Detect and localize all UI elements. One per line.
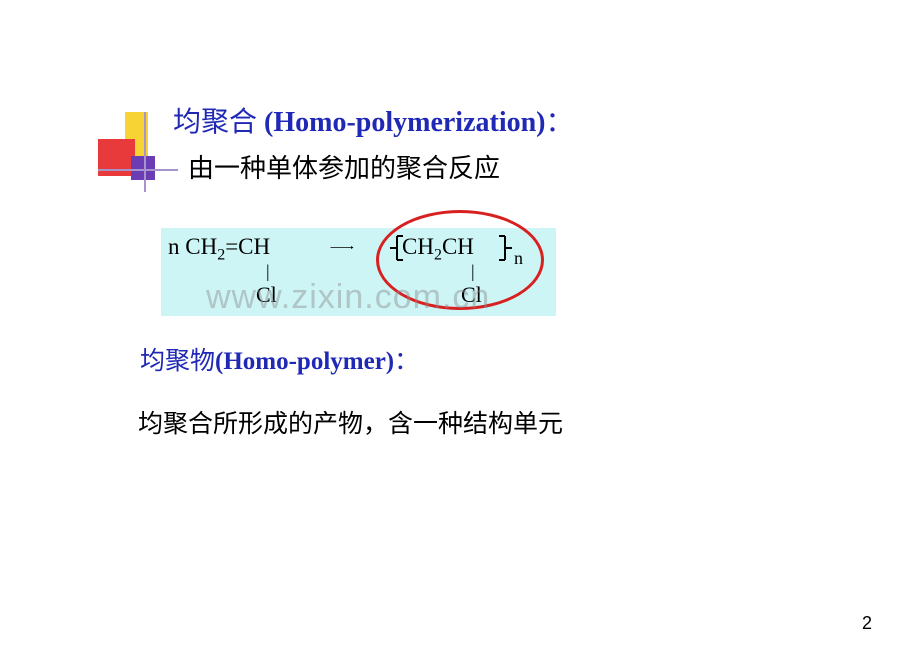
heading2-en: (Homo-polymer) <box>215 348 394 375</box>
subtitle: 由一种单体参加的聚合反应 <box>188 148 500 185</box>
title-cn: 均聚合 <box>173 107 257 138</box>
reactant-mid: =CH <box>225 234 270 259</box>
heading2-cn: 均聚物 <box>140 348 215 375</box>
title: 均聚合 (Homo-polymerization)： <box>173 100 574 140</box>
reactant-sub: 2 <box>217 247 225 264</box>
page-number: 2 <box>862 613 872 634</box>
heading-homopolymer: 均聚物(Homo-polymer)： <box>140 341 419 377</box>
watermark-text: www.zixin.com.cn <box>206 278 490 317</box>
slide-decoration <box>98 112 178 192</box>
title-colon: ： <box>546 107 574 138</box>
reaction-arrow-icon <box>296 246 388 249</box>
heading2-colon: ： <box>394 348 419 375</box>
title-en: (Homo-polymerization) <box>257 107 546 138</box>
body-text: 均聚合所形成的产物，含一种结构单元 <box>138 404 563 440</box>
reactant-formula: n CH2=CH <box>168 234 270 265</box>
reactant-prefix: n CH <box>168 234 217 259</box>
